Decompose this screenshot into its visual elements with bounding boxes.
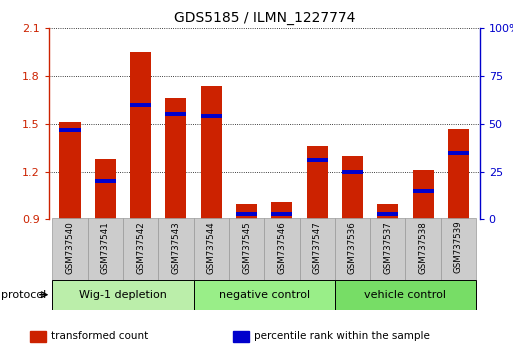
Bar <box>201 114 222 118</box>
Bar <box>448 150 469 155</box>
Bar <box>342 156 363 219</box>
Title: GDS5185 / ILMN_1227774: GDS5185 / ILMN_1227774 <box>173 11 355 24</box>
Bar <box>201 86 222 219</box>
Bar <box>377 212 399 216</box>
Bar <box>412 189 433 193</box>
Bar <box>229 218 264 280</box>
Text: GSM737542: GSM737542 <box>136 221 145 274</box>
Text: Wig-1 depletion: Wig-1 depletion <box>79 290 167 300</box>
Bar <box>441 218 476 280</box>
Bar <box>342 170 363 174</box>
Bar <box>307 146 328 219</box>
Bar <box>95 179 116 183</box>
Bar <box>370 218 405 280</box>
Bar <box>236 204 257 219</box>
Bar <box>335 218 370 280</box>
Bar <box>271 212 292 216</box>
Text: transformed count: transformed count <box>51 331 148 341</box>
Text: GSM737541: GSM737541 <box>101 221 110 274</box>
Bar <box>165 98 187 219</box>
Bar <box>300 218 335 280</box>
Text: GSM737537: GSM737537 <box>383 221 392 274</box>
Bar <box>264 218 300 280</box>
Text: vehicle control: vehicle control <box>364 290 446 300</box>
Text: negative control: negative control <box>219 290 310 300</box>
Text: GSM737543: GSM737543 <box>171 221 181 274</box>
Text: GSM737547: GSM737547 <box>313 221 322 274</box>
Bar <box>165 112 187 116</box>
Bar <box>60 128 81 132</box>
Bar <box>233 331 249 342</box>
Bar <box>123 218 158 280</box>
Bar <box>52 218 88 280</box>
Text: GSM737546: GSM737546 <box>278 221 286 274</box>
Text: protocol: protocol <box>1 290 46 300</box>
Bar <box>193 218 229 280</box>
Bar <box>377 204 399 219</box>
Text: GSM737539: GSM737539 <box>454 221 463 273</box>
Bar <box>448 129 469 219</box>
Bar <box>307 158 328 162</box>
Bar <box>412 170 433 219</box>
Bar <box>236 212 257 216</box>
Bar <box>95 159 116 219</box>
Bar <box>88 218 123 280</box>
Bar <box>271 202 292 219</box>
Text: GSM737536: GSM737536 <box>348 221 357 274</box>
Bar <box>130 52 151 219</box>
Bar <box>130 103 151 107</box>
Text: GSM737544: GSM737544 <box>207 221 215 274</box>
Bar <box>30 331 47 342</box>
Bar <box>335 280 476 310</box>
Bar <box>52 280 193 310</box>
Bar <box>60 122 81 219</box>
Text: GSM737538: GSM737538 <box>419 221 428 274</box>
Text: GSM737545: GSM737545 <box>242 221 251 274</box>
Text: GSM737540: GSM737540 <box>66 221 74 274</box>
Bar <box>193 280 335 310</box>
Text: percentile rank within the sample: percentile rank within the sample <box>254 331 430 341</box>
Bar <box>158 218 193 280</box>
Bar <box>405 218 441 280</box>
